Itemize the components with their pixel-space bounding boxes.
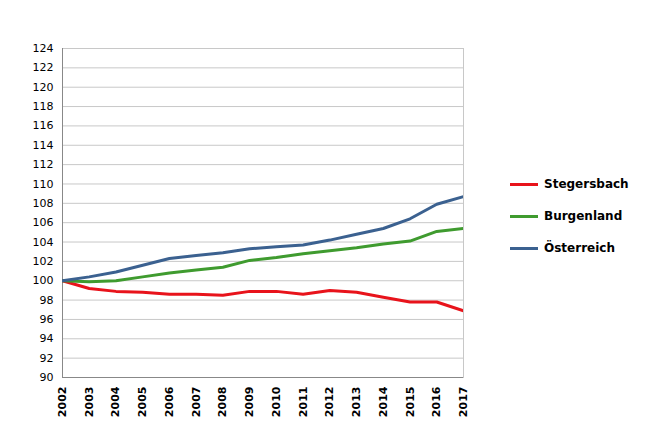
svg-text:2002: 2002 [56, 387, 69, 418]
svg-text:124: 124 [33, 42, 54, 55]
svg-text:110: 110 [33, 177, 54, 190]
svg-text:90: 90 [40, 371, 54, 384]
svg-text:122: 122 [33, 61, 54, 74]
svg-text:104: 104 [33, 236, 54, 249]
svg-text:100: 100 [33, 274, 54, 287]
html-text:Burgenland: Burgenland [544, 209, 623, 223]
html-text:Stegersbach: Stegersbach [544, 177, 629, 191]
svg-text:2012: 2012 [323, 387, 336, 418]
svg-text:2003: 2003 [83, 387, 96, 418]
svg-text:108: 108 [33, 197, 54, 210]
svg-text:92: 92 [40, 352, 54, 365]
svg-text:98: 98 [40, 294, 54, 307]
svg-text:2005: 2005 [136, 387, 149, 418]
svg-text:2017: 2017 [457, 387, 470, 418]
svg-text:118: 118 [33, 100, 54, 113]
svg-text:102: 102 [33, 255, 54, 268]
svg-text:2007: 2007 [190, 387, 203, 418]
svg-text:2016: 2016 [430, 386, 443, 417]
svg-text:2014: 2014 [377, 386, 390, 417]
svg-text:2006: 2006 [163, 386, 176, 417]
svg-text:2011: 2011 [297, 387, 310, 418]
svg-text:2008: 2008 [216, 387, 229, 418]
svg-text:106: 106 [33, 216, 54, 229]
svg-text:114: 114 [33, 139, 54, 152]
svg-text:112: 112 [33, 158, 54, 171]
svg-text:2013: 2013 [350, 387, 363, 418]
html-text:Österreich: Österreich [544, 241, 615, 255]
svg-text:2015: 2015 [404, 387, 417, 418]
svg-text:120: 120 [33, 81, 54, 94]
svg-text:2010: 2010 [270, 386, 283, 417]
svg-text:96: 96 [40, 313, 54, 326]
svg-text:116: 116 [33, 119, 54, 132]
svg-text:94: 94 [40, 332, 54, 345]
svg-text:2009: 2009 [243, 387, 256, 418]
svg-text:2004: 2004 [109, 386, 122, 417]
